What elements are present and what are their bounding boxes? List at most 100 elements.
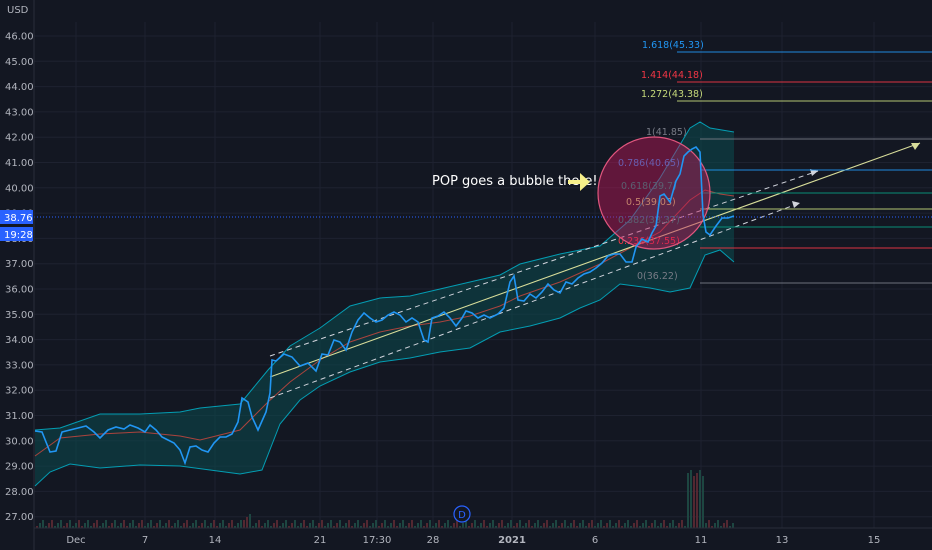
volume-bar <box>696 473 698 528</box>
volume-bar <box>78 520 80 528</box>
volume-bar <box>507 523 509 528</box>
volume-bar <box>297 526 299 528</box>
volume-bar <box>375 520 377 528</box>
volume-bar <box>627 520 629 528</box>
volume-bar <box>285 520 287 528</box>
y-tick-label: 43.00 <box>5 107 34 118</box>
volume-bar <box>669 523 671 528</box>
y-tick-label: 40.00 <box>5 183 34 194</box>
volume-bar <box>411 520 413 528</box>
volume-bar <box>54 526 56 528</box>
volume-bar <box>123 520 125 528</box>
volume-bar <box>378 526 380 528</box>
y-tick-label: 46.00 <box>5 32 34 43</box>
volume-bar <box>597 523 599 528</box>
y-axis: USD 46.00 45.00 44.00 43.00 42.00 41.00 40.00 3… <box>5 5 34 523</box>
x-axis: Dec 7 14 21 17:30 28 2021 6 11 13 15 <box>33 0 932 550</box>
volume-bar <box>675 526 677 528</box>
volume-bar <box>165 523 167 528</box>
volume-bar <box>540 526 542 528</box>
volume-bar <box>93 523 95 528</box>
volume-bar <box>156 523 158 528</box>
volume-bar <box>663 520 665 528</box>
volume-bar <box>189 526 191 528</box>
volume-bar <box>69 520 71 528</box>
trend-line <box>269 142 921 378</box>
volume-bar <box>261 526 263 528</box>
volume-bar <box>729 526 731 528</box>
volume-bar <box>591 520 593 528</box>
volume-bar <box>219 523 221 528</box>
volume-bar <box>426 523 428 528</box>
event-marker[interactable]: D <box>453 505 471 523</box>
volume-bar <box>642 523 644 528</box>
fib-level-label: 0.786(40.65) <box>618 158 680 169</box>
volume-bar <box>354 523 356 528</box>
channel-lower <box>269 202 801 399</box>
x-tick-label: 28 <box>427 535 440 546</box>
volume-bar <box>198 526 200 528</box>
volume-bar <box>594 526 596 528</box>
bubble-highlight <box>597 136 711 250</box>
event-marker-circle[interactable] <box>453 505 471 523</box>
currency-label: USD <box>7 5 29 16</box>
volume-bar <box>99 526 101 528</box>
volume-bar <box>363 523 365 528</box>
volume-bar <box>120 523 122 528</box>
volume-bar <box>288 526 290 528</box>
volume-bar <box>138 523 140 528</box>
x-tick-label: 7 <box>142 535 148 546</box>
volume-bar <box>504 526 506 528</box>
volume-bar <box>162 526 164 528</box>
fib-level-label: 0(36.22) <box>637 271 678 282</box>
fibonacci-levels: 1.618(45.33) 1.414(44.18) 1.272(43.38) 1(41… <box>34 40 932 284</box>
volume-bar <box>45 526 47 528</box>
volume-bar <box>306 526 308 528</box>
volume-bar <box>480 523 482 528</box>
volume-bar <box>117 526 119 528</box>
volume-bar <box>672 520 674 528</box>
x-tick-label: 13 <box>776 535 789 546</box>
volume-bar <box>534 523 536 528</box>
annotation-arrow <box>568 173 590 191</box>
volume-bar <box>339 520 341 528</box>
volume-bar <box>720 526 722 528</box>
volume-bar <box>273 523 275 528</box>
volume-bar <box>147 523 149 528</box>
volume-bar <box>105 520 107 528</box>
volume-bar <box>192 523 194 528</box>
volume-bar <box>726 520 728 528</box>
volume-bar <box>321 520 323 528</box>
volume-bar <box>228 523 230 528</box>
volume-bar <box>690 470 692 528</box>
volume-bar <box>600 520 602 528</box>
volume-bar <box>360 526 362 528</box>
volume-bar <box>474 520 476 528</box>
volume-bar <box>168 520 170 528</box>
volume-bar <box>666 526 668 528</box>
y-tick-label: 30.00 <box>5 436 34 447</box>
x-tick-label: 2021 <box>498 535 526 546</box>
volume-bar <box>315 526 317 528</box>
volume-bar <box>252 526 254 528</box>
price-badges: 38.76 19:28 <box>0 210 33 241</box>
x-tick-label: Dec <box>66 535 85 546</box>
channel-arrow-head <box>792 201 800 208</box>
volume-bar <box>255 523 257 528</box>
volume-bar <box>693 476 695 528</box>
volume-bar <box>348 520 350 528</box>
volume-bar <box>171 526 173 528</box>
volume-bar <box>213 520 215 528</box>
volume-bar <box>609 520 611 528</box>
volume-bar <box>207 526 209 528</box>
volume-bar <box>390 523 392 528</box>
volume-bar <box>66 523 68 528</box>
volume-bar <box>111 523 113 528</box>
volume-bar <box>498 523 500 528</box>
volume-bar <box>612 526 614 528</box>
bollinger-bands <box>34 121 735 487</box>
volume-bar <box>459 526 461 528</box>
volume-bar <box>564 520 566 528</box>
volume-bars <box>36 470 734 528</box>
